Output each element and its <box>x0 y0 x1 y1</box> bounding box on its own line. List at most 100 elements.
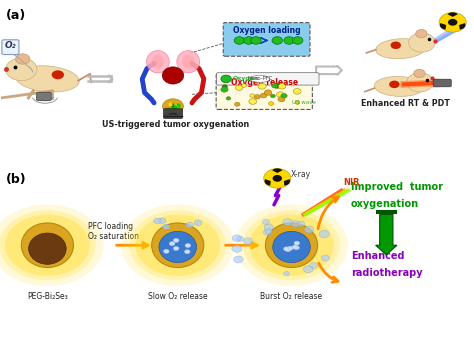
Circle shape <box>194 220 202 225</box>
Circle shape <box>234 37 245 44</box>
Ellipse shape <box>235 204 348 286</box>
Circle shape <box>221 87 228 92</box>
Circle shape <box>270 94 275 98</box>
Wedge shape <box>264 179 271 186</box>
Ellipse shape <box>265 223 318 268</box>
Circle shape <box>297 221 305 226</box>
Circle shape <box>407 73 433 92</box>
Circle shape <box>272 37 283 44</box>
Ellipse shape <box>374 76 424 96</box>
Circle shape <box>414 69 425 78</box>
Ellipse shape <box>5 215 90 276</box>
Text: O₂ saturation: O₂ saturation <box>88 232 139 241</box>
Text: (b): (b) <box>6 173 27 186</box>
Circle shape <box>269 102 273 105</box>
Text: Enhanced RT & PDT: Enhanced RT & PDT <box>361 99 450 108</box>
Circle shape <box>154 218 161 224</box>
Circle shape <box>264 168 291 188</box>
Ellipse shape <box>121 204 234 286</box>
Text: oxygenation: oxygenation <box>351 199 419 209</box>
Circle shape <box>241 84 246 87</box>
Wedge shape <box>284 179 290 186</box>
Circle shape <box>258 83 266 89</box>
Circle shape <box>319 230 329 238</box>
Circle shape <box>169 241 175 246</box>
FancyBboxPatch shape <box>36 92 51 100</box>
Text: Oxygen: Oxygen <box>233 76 259 81</box>
Circle shape <box>310 263 318 269</box>
Ellipse shape <box>182 55 194 69</box>
Ellipse shape <box>21 223 73 268</box>
Text: Oxygen loading: Oxygen loading <box>233 26 301 35</box>
Text: PEG-Bi₂Se₃: PEG-Bi₂Se₃ <box>27 292 68 300</box>
Circle shape <box>184 250 190 254</box>
Circle shape <box>263 229 271 235</box>
Text: X-ray: X-ray <box>291 170 310 179</box>
Circle shape <box>186 222 193 228</box>
Circle shape <box>389 81 400 88</box>
Circle shape <box>250 94 255 97</box>
FancyBboxPatch shape <box>433 79 451 87</box>
Circle shape <box>292 245 298 249</box>
Text: Nano-PFC: Nano-PFC <box>247 76 273 81</box>
Ellipse shape <box>243 210 340 280</box>
Ellipse shape <box>28 233 66 264</box>
FancyBboxPatch shape <box>216 74 312 109</box>
Ellipse shape <box>177 50 200 73</box>
Circle shape <box>293 88 301 94</box>
Ellipse shape <box>249 215 334 276</box>
Circle shape <box>244 37 254 44</box>
Ellipse shape <box>0 210 96 280</box>
Circle shape <box>291 221 300 227</box>
Text: Oxygen release: Oxygen release <box>231 78 298 86</box>
Circle shape <box>284 37 294 44</box>
Circle shape <box>232 235 241 241</box>
Circle shape <box>260 93 267 98</box>
Text: Slow O₂ release: Slow O₂ release <box>148 292 208 300</box>
Circle shape <box>276 92 284 97</box>
Circle shape <box>264 90 272 95</box>
FancyBboxPatch shape <box>223 23 310 56</box>
Text: Enhanced: Enhanced <box>351 250 404 261</box>
Circle shape <box>265 229 272 234</box>
Circle shape <box>235 102 240 106</box>
Circle shape <box>262 219 270 224</box>
Circle shape <box>272 84 277 88</box>
Wedge shape <box>440 23 446 29</box>
Text: Burst O₂ release: Burst O₂ release <box>260 292 323 300</box>
Circle shape <box>264 224 273 230</box>
Circle shape <box>295 101 300 104</box>
Text: US wave: US wave <box>292 99 315 105</box>
Text: PFC loading: PFC loading <box>88 222 133 231</box>
FancyBboxPatch shape <box>164 109 182 118</box>
FancyBboxPatch shape <box>2 40 19 55</box>
Ellipse shape <box>136 215 220 276</box>
Circle shape <box>278 97 285 102</box>
Circle shape <box>281 93 287 98</box>
Circle shape <box>244 238 253 245</box>
Ellipse shape <box>152 223 204 268</box>
Ellipse shape <box>250 75 270 82</box>
Wedge shape <box>447 12 458 17</box>
Circle shape <box>283 218 292 226</box>
Circle shape <box>163 224 170 229</box>
Ellipse shape <box>0 204 104 286</box>
Text: (a): (a) <box>6 9 26 22</box>
Circle shape <box>391 42 401 49</box>
Ellipse shape <box>129 210 226 280</box>
Circle shape <box>221 75 231 83</box>
Circle shape <box>232 245 242 252</box>
Circle shape <box>237 236 244 241</box>
Circle shape <box>173 246 179 250</box>
Circle shape <box>439 12 466 32</box>
Circle shape <box>416 29 427 38</box>
Circle shape <box>234 256 243 263</box>
Circle shape <box>6 58 37 81</box>
Circle shape <box>158 218 166 223</box>
FancyArrow shape <box>375 214 397 255</box>
Circle shape <box>294 241 300 245</box>
Text: Improved  tumor: Improved tumor <box>351 182 443 192</box>
Circle shape <box>164 249 169 253</box>
Ellipse shape <box>146 50 169 73</box>
Circle shape <box>283 272 290 276</box>
